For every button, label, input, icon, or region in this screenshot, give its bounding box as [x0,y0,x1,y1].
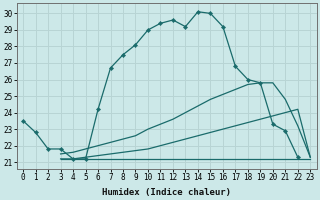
X-axis label: Humidex (Indice chaleur): Humidex (Indice chaleur) [102,188,231,197]
